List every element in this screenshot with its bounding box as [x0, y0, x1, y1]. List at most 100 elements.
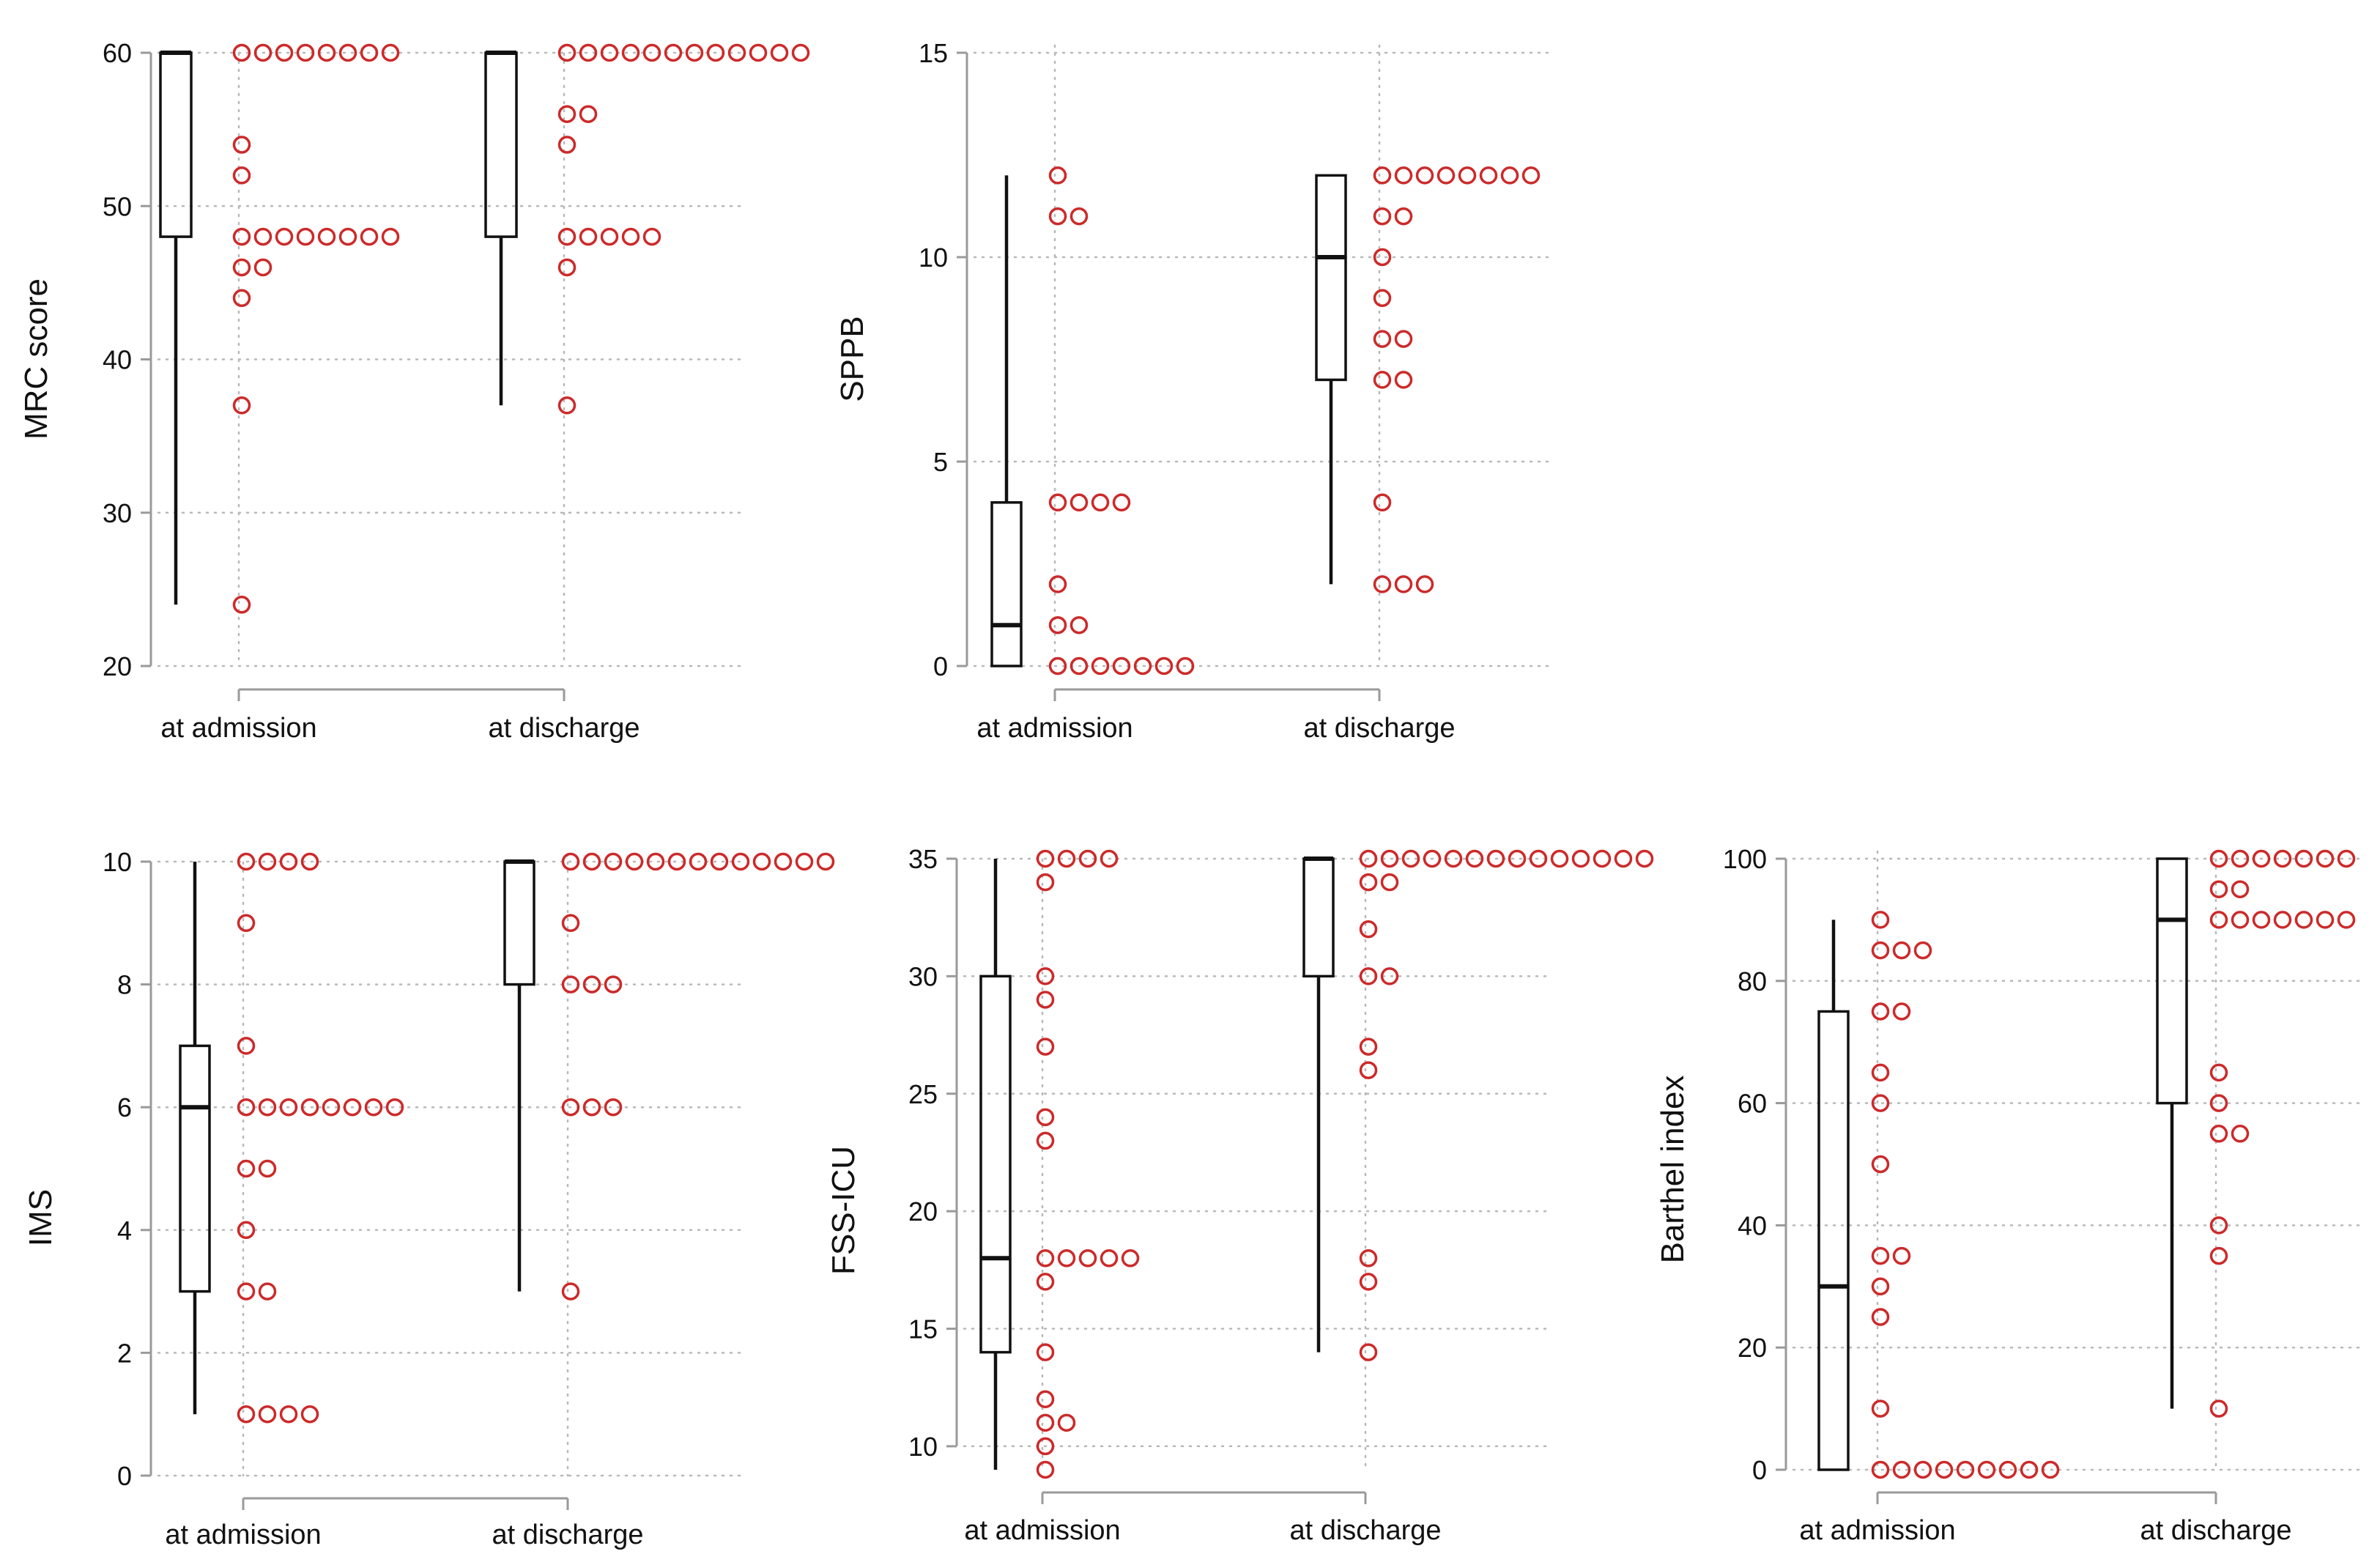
data-points — [1036, 849, 1654, 1479]
data-point — [1465, 849, 1484, 868]
data-point — [1036, 849, 1055, 868]
y-tick-label-35: 35 — [908, 844, 938, 874]
axes: 20 30 40 50 60 — [103, 38, 566, 701]
data-point — [1373, 371, 1392, 389]
data-point — [1036, 1249, 1055, 1268]
data-point — [279, 852, 298, 871]
data-point — [557, 258, 577, 277]
panel-sppb: 0 5 10 15 SPPB at admission at discharge — [834, 38, 1553, 744]
y-tick-label-8: 8 — [117, 970, 132, 1000]
data-point — [604, 975, 623, 994]
data-point — [582, 975, 601, 994]
data-point — [579, 105, 598, 123]
y-tick-label-30: 30 — [103, 498, 132, 528]
points-discharge — [561, 852, 835, 1301]
data-point — [600, 227, 619, 246]
data-point — [1892, 941, 1911, 960]
data-point — [296, 43, 315, 62]
data-point — [2294, 849, 2313, 868]
data-point — [625, 852, 644, 871]
data-point — [1048, 656, 1067, 676]
panel-fss-icu: 10 15 20 25 30 35 FSS-ICU at admission at dis… — [826, 844, 1654, 1546]
data-point — [364, 1098, 383, 1117]
data-point — [2209, 880, 2228, 898]
y-tick-label-30: 30 — [908, 961, 938, 991]
data-point — [1871, 1094, 1890, 1112]
data-point — [1359, 967, 1378, 985]
data-point — [1359, 873, 1378, 892]
data-point — [2337, 849, 2356, 868]
data-point — [1571, 849, 1590, 868]
data-point — [1069, 615, 1089, 634]
box-iqr — [1817, 1010, 1850, 1471]
data-point — [1100, 849, 1119, 868]
data-point — [237, 1159, 256, 1178]
data-point — [600, 43, 619, 62]
y-tick-label-25: 25 — [908, 1079, 938, 1109]
category-label-discharge: at discharge — [488, 713, 640, 744]
data-point — [1871, 1063, 1890, 1082]
y-tick-label-40: 40 — [1738, 1210, 1767, 1240]
data-point — [2337, 911, 2356, 929]
data-point — [642, 43, 661, 62]
data-point — [1593, 849, 1612, 868]
data-point — [2041, 1460, 2060, 1479]
boxplots — [1817, 857, 2188, 1471]
data-point — [1871, 1399, 1890, 1418]
data-point — [258, 1159, 277, 1178]
category-label-admission: at admission — [160, 713, 316, 744]
data-point — [258, 852, 277, 871]
data-point — [1380, 849, 1399, 868]
gridlines — [1792, 850, 2360, 1471]
data-point — [1373, 207, 1392, 226]
data-point — [275, 227, 294, 246]
boxplots — [159, 51, 518, 605]
category-label-discharge: at discharge — [492, 1520, 643, 1550]
data-point — [237, 1221, 256, 1240]
points-discharge — [2209, 849, 2356, 1418]
data-point — [1069, 493, 1089, 512]
data-point — [1359, 1249, 1378, 1268]
data-point — [253, 227, 273, 246]
data-point — [2252, 849, 2271, 868]
data-point — [258, 1282, 277, 1301]
data-point — [1112, 656, 1131, 676]
axis-labels: Barthel index at admission at discharge — [1655, 1076, 2292, 1546]
data-point — [1069, 656, 1089, 676]
data-point — [561, 1282, 580, 1301]
data-point — [2273, 911, 2292, 929]
data-point — [1373, 493, 1392, 512]
data-point — [749, 43, 768, 62]
data-point — [1892, 1460, 1911, 1479]
gridlines — [963, 850, 1553, 1471]
boxplots — [979, 857, 1335, 1470]
data-point — [1436, 166, 1456, 185]
data-point — [338, 43, 357, 62]
category-label-admission: at admission — [976, 713, 1132, 744]
data-point — [1394, 207, 1413, 226]
data-point — [300, 1098, 319, 1117]
data-point — [1444, 849, 1463, 868]
data-point — [561, 914, 580, 933]
data-point — [1078, 849, 1097, 868]
data-point — [2294, 911, 2313, 929]
data-point — [582, 852, 601, 871]
data-point — [579, 43, 598, 62]
y-tick-label-100: 100 — [1723, 844, 1767, 874]
data-point — [237, 1098, 256, 1117]
boxplot-discharge — [1302, 857, 1335, 1353]
y-axis-title: MRC score — [18, 278, 54, 440]
data-point — [2020, 1460, 2039, 1479]
data-point — [667, 852, 686, 871]
data-point — [2316, 849, 2335, 868]
data-point — [561, 852, 580, 871]
data-point — [1550, 849, 1569, 868]
data-point — [1871, 1277, 1890, 1296]
axis-labels: FSS-ICU at admission at discharge — [826, 1146, 1442, 1546]
points-admission — [1871, 911, 2060, 1479]
data-point — [1057, 1249, 1076, 1268]
data-point — [1458, 166, 1477, 185]
y-axis-title: IMS — [23, 1189, 59, 1246]
data-point — [1479, 166, 1498, 185]
